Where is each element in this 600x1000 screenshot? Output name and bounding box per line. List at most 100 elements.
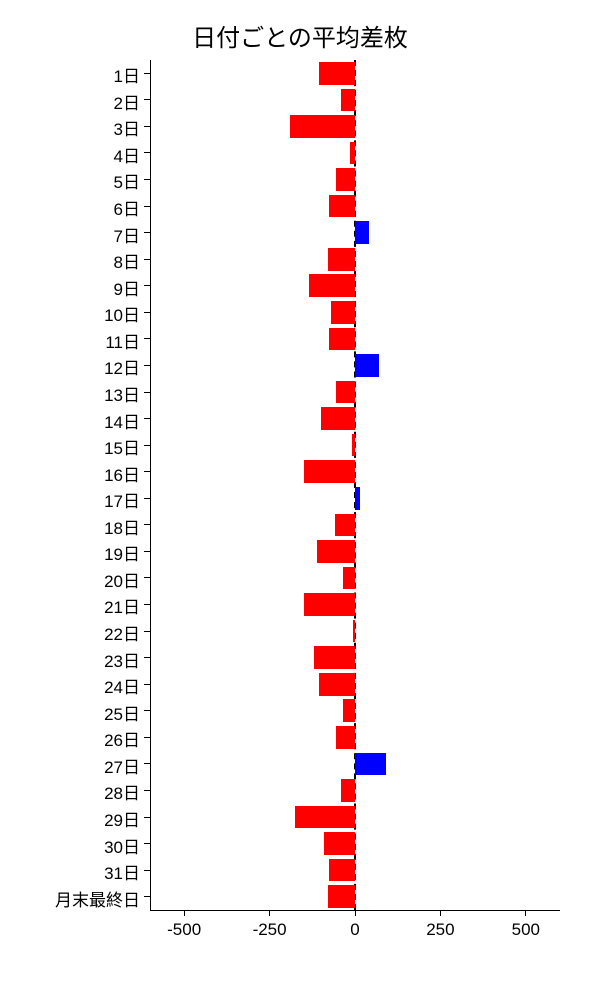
y-axis-label: 31日 (104, 859, 140, 884)
bar (355, 221, 369, 244)
x-tick (440, 910, 441, 916)
chart-plot-area: 1日2日3日4日5日6日7日8日9日10日11日12日13日14日15日16日1… (150, 60, 560, 910)
y-tick (144, 577, 150, 578)
y-tick (144, 445, 150, 446)
y-axis-label: 4日 (114, 142, 140, 167)
y-axis-label: 15日 (104, 434, 140, 459)
y-tick (144, 259, 150, 260)
bar (314, 646, 355, 669)
bar (328, 248, 355, 271)
y-axis-label: 20日 (104, 567, 140, 592)
bar (328, 885, 355, 908)
y-axis-label: 14日 (104, 408, 140, 433)
y-axis-label: 22日 (104, 620, 140, 645)
y-axis-label: 2日 (114, 89, 140, 114)
y-tick (144, 604, 150, 605)
x-axis-label: -250 (253, 920, 287, 940)
x-axis-label: 500 (512, 920, 540, 940)
y-axis-label: 17日 (104, 487, 140, 512)
y-axis-label: 9日 (114, 275, 140, 300)
bar (329, 859, 355, 882)
y-axis-label: 11日 (105, 328, 140, 353)
y-tick (144, 498, 150, 499)
x-tick (525, 910, 526, 916)
y-tick (144, 206, 150, 207)
bar (353, 620, 355, 643)
bar (336, 168, 355, 191)
bar (309, 274, 355, 297)
y-tick (144, 418, 150, 419)
y-axis-label: 7日 (114, 222, 140, 247)
y-tick (144, 232, 150, 233)
bar (343, 567, 355, 590)
y-tick (144, 312, 150, 313)
y-tick (144, 551, 150, 552)
y-axis-label: 10日 (104, 301, 140, 326)
y-axis-label: 19日 (104, 540, 140, 565)
bar (355, 354, 379, 377)
y-axis-label: 6日 (114, 195, 140, 220)
x-axis-label: 250 (426, 920, 454, 940)
y-axis-label: 13日 (104, 381, 140, 406)
y-tick (144, 365, 150, 366)
bar (321, 407, 355, 430)
chart-title: 日付ごとの平均差枚 (0, 18, 600, 53)
bar (341, 89, 355, 112)
y-tick (144, 524, 150, 525)
x-axis-label: -500 (167, 920, 201, 940)
y-axis-label: 25日 (104, 700, 140, 725)
y-axis-label: 30日 (104, 833, 140, 858)
bar (324, 832, 355, 855)
bar (304, 460, 355, 483)
y-tick (144, 896, 150, 897)
y-tick (144, 338, 150, 339)
y-tick (144, 73, 150, 74)
y-tick (144, 126, 150, 127)
y-tick (144, 763, 150, 764)
bar (343, 699, 355, 722)
y-tick (144, 843, 150, 844)
bar (350, 142, 355, 165)
y-axis-line (150, 60, 151, 910)
y-axis-label: 月末最終日 (55, 886, 140, 911)
y-tick (144, 152, 150, 153)
x-tick (355, 910, 356, 916)
y-axis-label: 18日 (104, 514, 140, 539)
bar (329, 328, 355, 351)
y-tick (144, 737, 150, 738)
bar (331, 301, 355, 324)
y-axis-label: 27日 (104, 753, 140, 778)
bar (319, 62, 355, 85)
bar (317, 540, 355, 563)
bar (336, 381, 355, 404)
bar (352, 434, 355, 457)
y-axis-label: 29日 (104, 806, 140, 831)
y-axis-label: 12日 (104, 354, 140, 379)
y-axis-label: 24日 (104, 673, 140, 698)
y-axis-label: 28日 (104, 779, 140, 804)
y-tick (144, 710, 150, 711)
x-tick (269, 910, 270, 916)
y-axis-label: 3日 (114, 115, 140, 140)
y-tick (144, 790, 150, 791)
bar (355, 753, 386, 776)
bar (290, 115, 355, 138)
y-tick (144, 99, 150, 100)
bar (355, 487, 360, 510)
bar (295, 806, 355, 829)
y-axis-label: 8日 (114, 248, 140, 273)
bar (329, 195, 355, 218)
x-axis-label: 0 (350, 920, 359, 940)
y-tick (144, 392, 150, 393)
y-tick (144, 285, 150, 286)
x-tick (184, 910, 185, 916)
y-tick (144, 471, 150, 472)
y-axis-label: 5日 (114, 168, 140, 193)
bar (335, 514, 356, 537)
y-axis-label: 16日 (104, 461, 140, 486)
y-tick (144, 684, 150, 685)
y-tick (144, 817, 150, 818)
y-axis-label: 23日 (104, 647, 140, 672)
bar (304, 593, 355, 616)
bar (341, 779, 355, 802)
